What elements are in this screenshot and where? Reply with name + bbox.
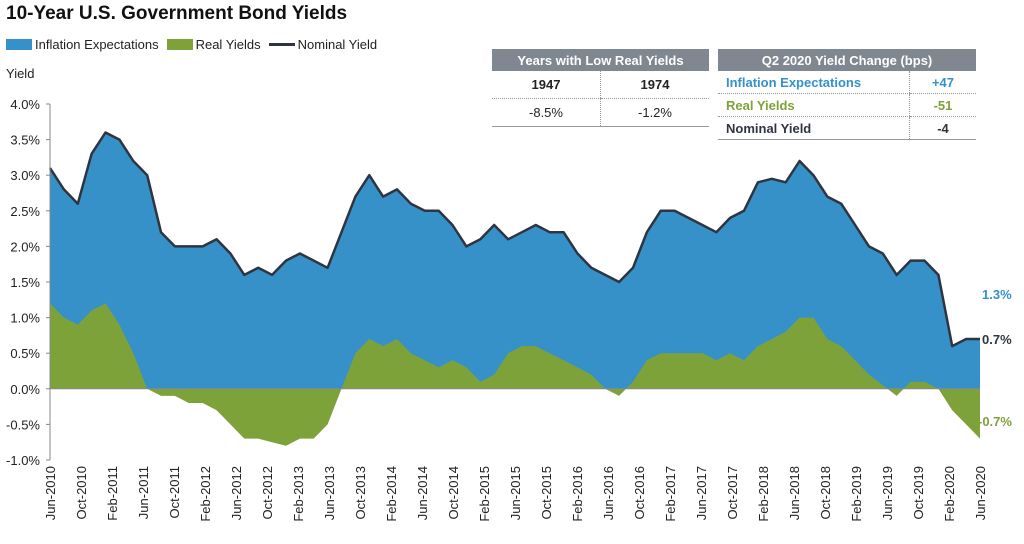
y-tick-label: 1.0% (10, 311, 40, 326)
x-tick-label: Feb-2011 (105, 466, 120, 521)
x-tick-label: Oct-2013 (353, 466, 368, 519)
legend-item-nominal: Nominal Yield (268, 37, 378, 52)
y-tick-label: 4.0% (10, 97, 40, 112)
yield-change-value-real: -51 (909, 93, 976, 117)
x-tick-label: Oct-2014 (446, 466, 461, 519)
end-label-nominal: 0.7% (982, 332, 1012, 347)
x-tick-label: Jun-2012 (229, 466, 244, 520)
y-tick-label: 2.5% (10, 204, 40, 219)
legend-swatch-nominal (268, 43, 295, 46)
legend-swatch-inflation (6, 39, 32, 50)
y-tick-label: 2.0% (10, 239, 40, 254)
legend: Inflation Expectations Real Yields Nomin… (6, 37, 385, 52)
x-tick-label: Oct-2019 (911, 466, 926, 519)
legend-label-real: Real Yields (195, 37, 261, 52)
legend-label-nominal: Nominal Yield (297, 37, 378, 52)
x-tick-label: Oct-2016 (632, 466, 647, 519)
x-tick-label: Jun-2010 (43, 466, 58, 520)
yield-change-label-nominal: Nominal Yield (718, 116, 910, 140)
x-tick-label: Oct-2010 (74, 466, 89, 519)
y-tick-label: 0.0% (10, 382, 40, 397)
yield-change-label-real: Real Yields (718, 93, 910, 117)
y-axis-label: Yield (6, 66, 35, 81)
low-real-year-2: 1974 (600, 71, 709, 99)
x-tick-label: Jun-2017 (694, 466, 709, 520)
x-tick-label: Jun-2013 (322, 466, 337, 520)
y-tick-label: 0.5% (10, 346, 40, 361)
x-tick-label: Feb-2018 (756, 466, 771, 522)
x-tick-label: Oct-2018 (818, 466, 833, 519)
low-real-year-1: 1947 (492, 71, 601, 99)
x-tick-label: Jun-2019 (880, 466, 895, 520)
end-label-real: -0.7% (978, 414, 1012, 429)
real-yields-area (50, 303, 980, 446)
x-tick-label: Feb-2015 (477, 466, 492, 522)
x-tick-label: Feb-2017 (663, 466, 678, 522)
x-tick-label: Feb-2012 (198, 466, 213, 522)
end-label-inflation: 1.3% (982, 287, 1012, 302)
inflation-area (50, 132, 980, 389)
x-tick-label: Oct-2011 (167, 466, 182, 519)
y-tick-label: 3.0% (10, 168, 40, 183)
low-real-value-2: -1.2% (600, 98, 709, 127)
legend-item-real: Real Yields (166, 37, 261, 52)
x-tick-label: Jun-2015 (508, 466, 523, 520)
x-tick-label: Jun-2011 (136, 466, 151, 519)
low-real-value-1: -8.5% (492, 98, 601, 127)
y-tick-label: 3.5% (10, 133, 40, 148)
x-tick-label: Feb-2019 (849, 466, 864, 522)
x-tick-label: Oct-2017 (725, 466, 740, 519)
x-tick-label: Feb-2014 (384, 466, 399, 522)
x-tick-label: Jun-2020 (973, 466, 988, 520)
yield-change-label-inflation: Inflation Expectations (718, 71, 910, 94)
x-tick-label: Oct-2012 (260, 466, 275, 519)
x-tick-label: Jun-2016 (601, 466, 616, 520)
x-tick-label: Jun-2018 (787, 466, 802, 520)
y-tick-label: -0.5% (6, 417, 40, 432)
chart-title: 10-Year U.S. Government Bond Yields (6, 3, 348, 24)
x-tick-label: Jun-2014 (415, 466, 430, 520)
y-tick-label: 1.5% (10, 275, 40, 290)
x-tick-label: Feb-2016 (570, 466, 585, 522)
y-tick-label: -1.0% (6, 453, 40, 468)
yield-change-table: Q2 2020 Yield Change (bps) Inflation Exp… (718, 49, 976, 140)
nominal-yield-line (48, 131, 980, 348)
legend-swatch-real (166, 39, 193, 50)
legend-item-inflation: Inflation Expectations (6, 37, 159, 52)
x-tick-label: Feb-2020 (942, 466, 957, 522)
legend-label-inflation: Inflation Expectations (35, 37, 159, 52)
low-real-yields-table: Years with Low Real Yields 1947 1974 -8.… (492, 49, 709, 127)
x-tick-label: Oct-2015 (539, 466, 554, 519)
yield-change-header: Q2 2020 Yield Change (bps) (718, 49, 976, 71)
yield-change-value-nominal: -4 (909, 116, 976, 140)
x-tick-label: Feb-2013 (291, 466, 306, 522)
yield-change-value-inflation: +47 (909, 71, 976, 94)
low-real-yields-header: Years with Low Real Yields (492, 49, 709, 71)
